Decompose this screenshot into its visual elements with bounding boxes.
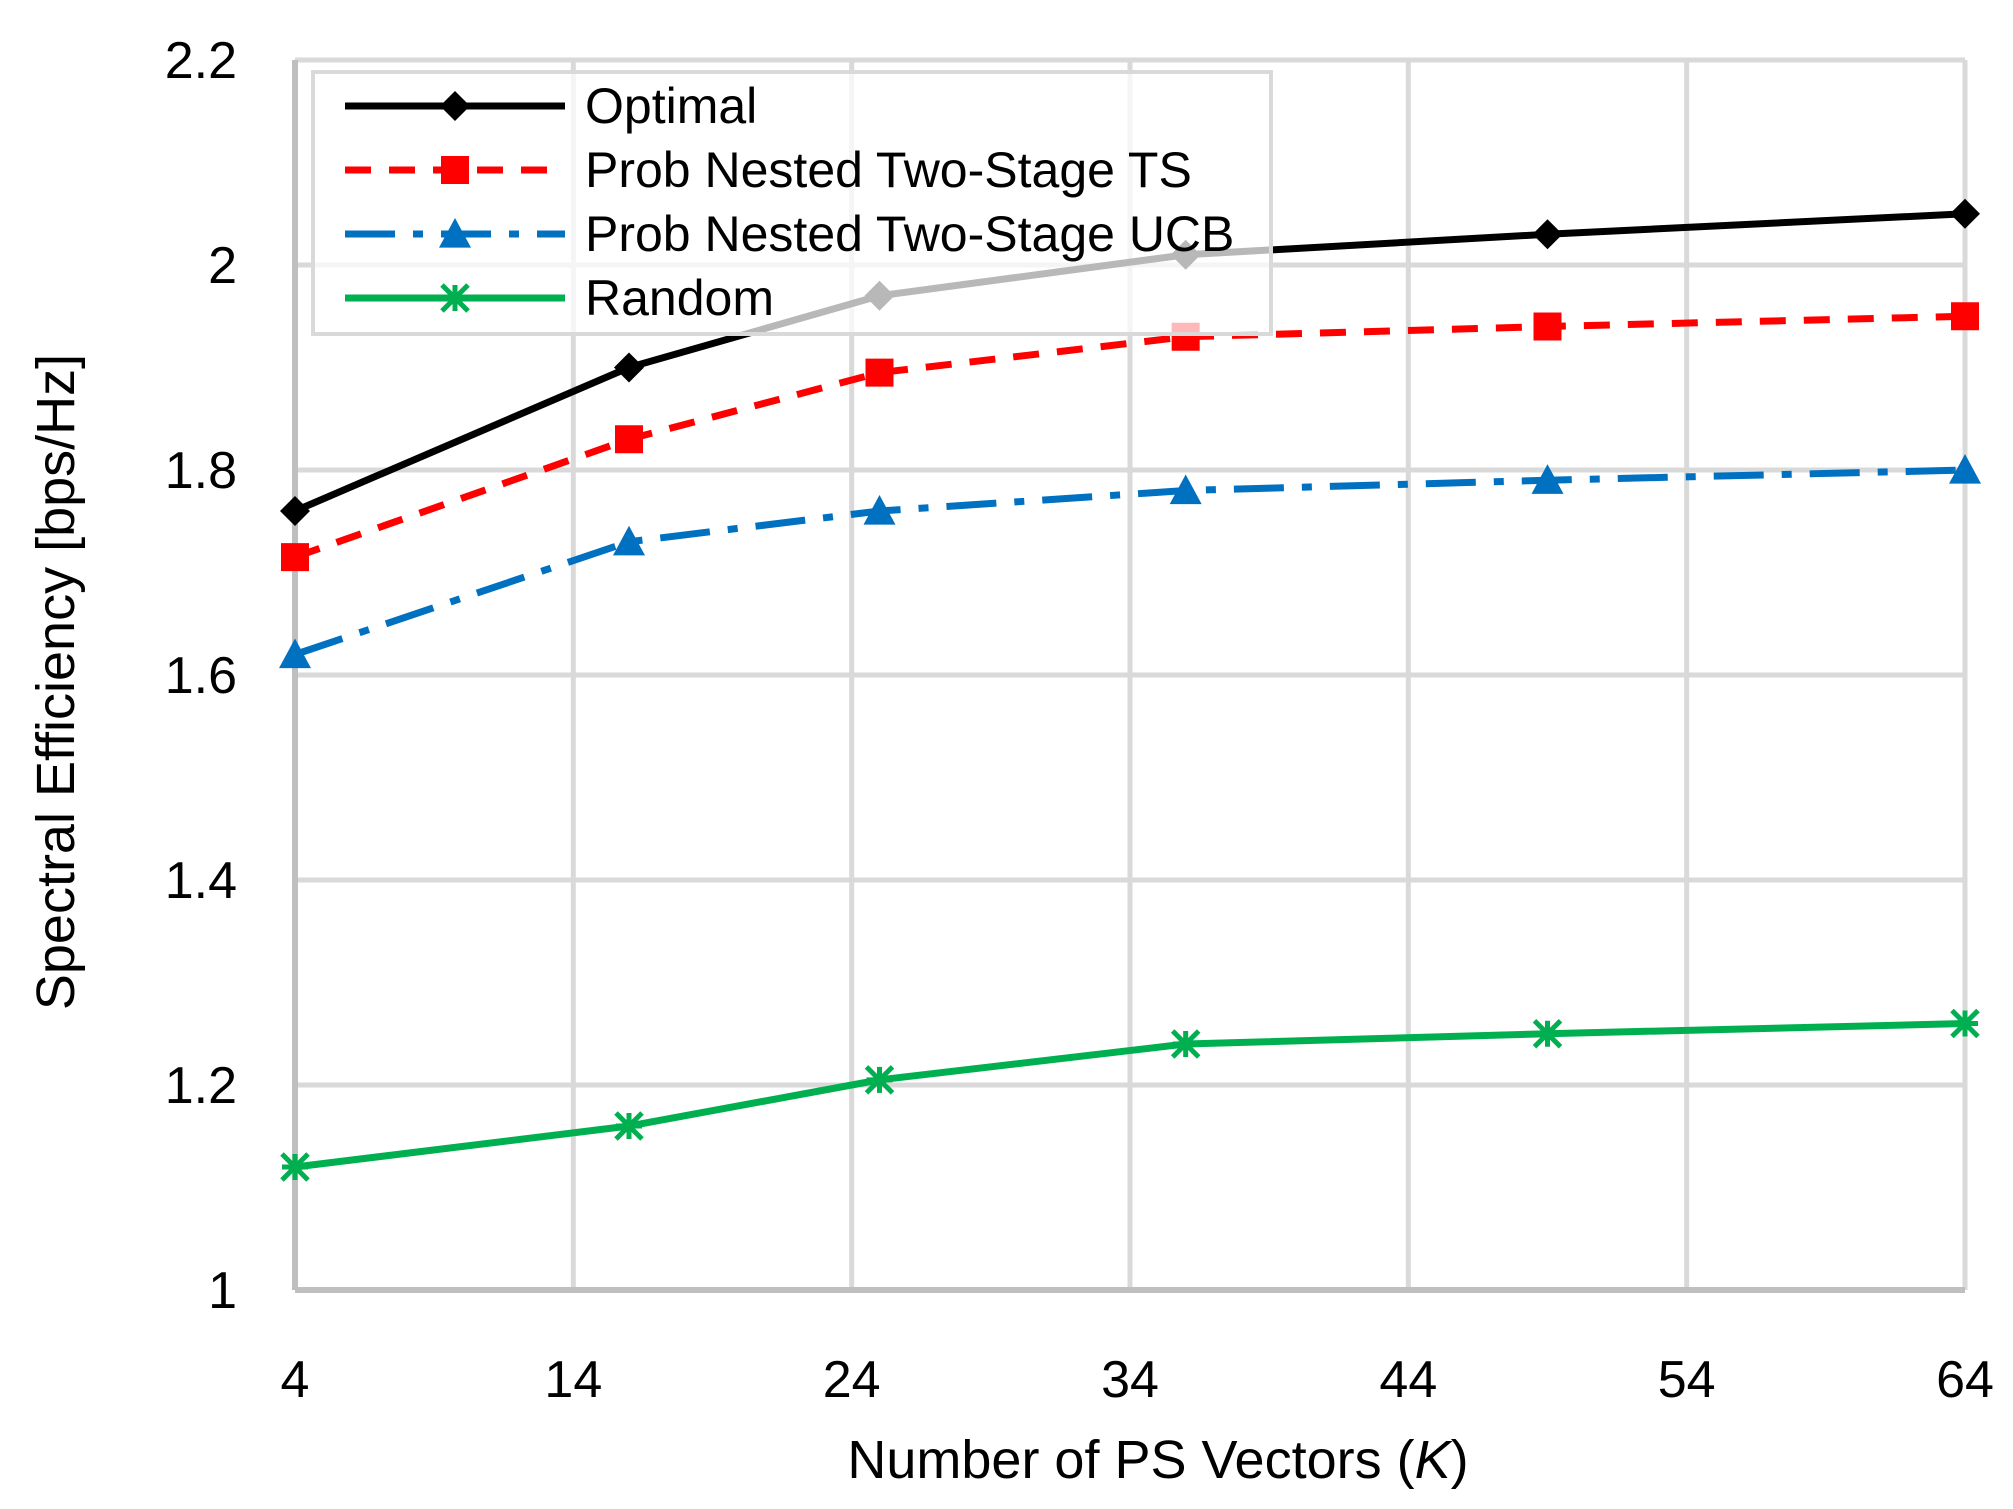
data-point bbox=[281, 543, 309, 572]
legend-entry: Prob Nested Two-Stage UCB bbox=[345, 206, 1234, 262]
x-axis-title-close: ) bbox=[1451, 1430, 1469, 1490]
series-line bbox=[293, 312, 1966, 561]
x-tick-label: 24 bbox=[823, 1351, 881, 1409]
legend-label: Optimal bbox=[585, 78, 757, 134]
data-point bbox=[1531, 464, 1564, 494]
x-axis-title-text: Number of PS Vectors ( bbox=[847, 1430, 1414, 1490]
y-tick-label: 1.8 bbox=[165, 442, 237, 500]
data-point bbox=[1533, 312, 1562, 341]
data-point bbox=[614, 1111, 644, 1141]
data-point bbox=[613, 525, 645, 556]
legend-marker bbox=[440, 283, 470, 313]
y-tick-label: 1.4 bbox=[165, 852, 237, 910]
data-point bbox=[864, 1065, 895, 1095]
x-tick-label: 54 bbox=[1658, 1351, 1716, 1409]
legend-entry: Prob Nested Two-Stage TS bbox=[345, 142, 1192, 198]
x-tick-label: 4 bbox=[281, 1351, 310, 1409]
series-line bbox=[293, 466, 1966, 658]
data-point bbox=[1951, 302, 1979, 331]
data-point bbox=[279, 638, 311, 669]
legend: Optimal Prob Nested Two-Stage TS Prob Nest… bbox=[311, 70, 1273, 336]
data-point bbox=[1169, 474, 1202, 505]
x-tick-label: 34 bbox=[1101, 1351, 1159, 1409]
legend-marker bbox=[441, 156, 469, 184]
x-axis-title: Number of PS Vectors (K) bbox=[847, 1430, 1468, 1490]
x-tick-label: 64 bbox=[1936, 1351, 1994, 1409]
y-tick-label: 2 bbox=[208, 237, 237, 295]
data-point bbox=[1170, 1029, 1201, 1059]
legend-label: Prob Nested Two-Stage UCB bbox=[585, 206, 1234, 262]
data-point bbox=[1532, 219, 1563, 250]
y-tick-label: 1.2 bbox=[165, 1057, 237, 1115]
y-tick-label: 1 bbox=[208, 1262, 237, 1320]
legend-label: Prob Nested Two-Stage TS bbox=[585, 142, 1192, 198]
axes bbox=[292, 60, 1965, 1293]
legend-box bbox=[311, 70, 1273, 336]
legend-entry: Random bbox=[345, 270, 774, 326]
data-point bbox=[1950, 1008, 1980, 1039]
data-point bbox=[615, 425, 643, 454]
series-random bbox=[280, 1008, 1980, 1182]
data-point bbox=[614, 352, 644, 383]
legend-label: Random bbox=[585, 270, 774, 326]
data-point bbox=[280, 496, 310, 526]
legend-entry: Optimal bbox=[345, 78, 757, 134]
data-point bbox=[1950, 198, 1980, 229]
series-line bbox=[294, 1020, 1966, 1171]
legend-marker bbox=[439, 218, 471, 248]
y-tick-label: 2.2 bbox=[165, 32, 237, 90]
data-point bbox=[1949, 454, 1981, 484]
data-point bbox=[865, 358, 894, 387]
data-point bbox=[863, 495, 896, 525]
series-prob-nested-two-stage-ts bbox=[281, 302, 1979, 572]
legend-marker bbox=[440, 91, 470, 121]
data-point bbox=[280, 1152, 310, 1182]
x-axis-title-variable: K bbox=[1415, 1430, 1453, 1490]
y-tick-label: 1.6 bbox=[165, 647, 237, 705]
y-axis-title: Spectral Efficiency [bps/Hz] bbox=[26, 354, 86, 1010]
data-point bbox=[1532, 1018, 1563, 1049]
x-tick-label: 14 bbox=[544, 1351, 602, 1409]
series-prob-nested-two-stage-ucb bbox=[279, 454, 1981, 669]
x-tick-label: 44 bbox=[1379, 1351, 1437, 1409]
tick-labels: 4 14 24 34 44 54 64 1 1.2 1.4 1.6 1.8 2 2.2 bbox=[165, 32, 1994, 1409]
